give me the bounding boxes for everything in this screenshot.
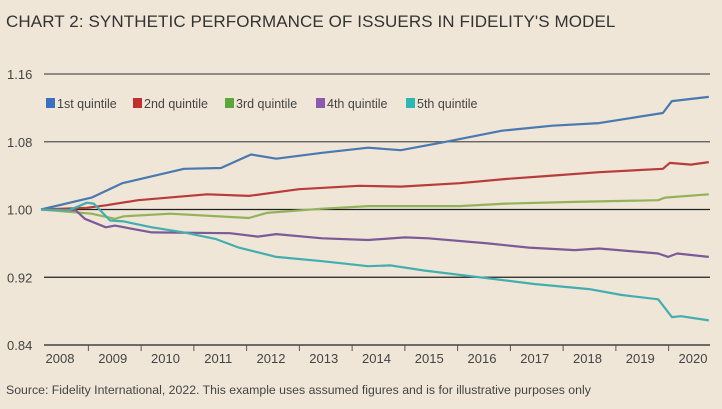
x-tick-label: 2008 [46,351,75,366]
x-tick-label: 2011 [204,351,232,366]
x-tick-label: 2013 [309,351,338,366]
x-tick-label: 2017 [520,351,549,366]
x-tick-label: 2016 [468,351,497,366]
y-tick-label: 1.08 [7,135,32,150]
series-line-5 [40,201,709,322]
series-line-1 [40,95,709,211]
legend-label: 4th quintile [327,97,388,111]
x-tick-label: 2010 [151,351,180,366]
x-tick-label: 2018 [573,351,602,366]
legend-label: 2nd quintile [144,97,208,111]
series-line-2 [40,161,709,211]
x-tick-label: 2009 [98,351,127,366]
x-tick-label: 2019 [626,351,655,366]
legend-swatch [46,98,55,108]
legend-swatch [225,98,234,108]
legend-item-2: 2nd quintile [133,97,208,111]
legend-swatch [316,98,325,108]
legend-item-3: 3rd quintile [225,97,297,111]
legend-label: 1st quintile [57,97,117,111]
legend-label: 3rd quintile [236,97,297,111]
legend-swatch [406,98,415,108]
y-tick-label: 0.92 [7,270,32,285]
x-tick-label: 2020 [679,351,708,366]
legend-label: 5th quintile [417,97,478,111]
legend-swatch [133,98,142,108]
y-tick-label: 1.00 [7,203,32,218]
chart-source: Source: Fidelity International, 2022. Th… [6,383,591,397]
y-tick-label: 1.16 [7,67,32,82]
x-tick-label: 2014 [362,351,391,366]
series-line-4 [40,208,709,258]
legend-item-4: 4th quintile [316,97,388,111]
x-tick-label: 2015 [415,351,444,366]
y-tick-label: 0.84 [7,338,32,353]
x-tick-label: 2012 [257,351,286,366]
legend-item-1: 1st quintile [46,97,117,111]
legend-item-5: 5th quintile [406,97,478,111]
series-line-3 [40,193,709,220]
chart-title: CHART 2: SYNTHETIC PERFORMANCE OF ISSUER… [6,12,616,31]
